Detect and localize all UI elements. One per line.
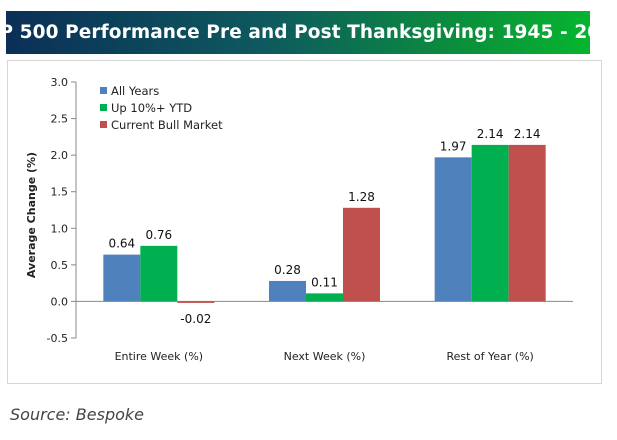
legend-label: Up 10%+ YTD <box>111 101 192 115</box>
legend-label: Current Bull Market <box>111 118 223 132</box>
legend-label: All Years <box>111 84 159 98</box>
y-tick-label: 1.5 <box>51 186 69 199</box>
bar <box>508 144 546 302</box>
bar <box>269 280 306 302</box>
chart-title: S&P 500 Performance Pre and Post Thanksg… <box>0 22 617 43</box>
x-tick-label: Next Week (%) <box>284 350 366 363</box>
y-tick-label: 3.0 <box>51 76 69 89</box>
bar <box>434 157 472 302</box>
data-label: 0.64 <box>108 237 135 251</box>
data-label: 2.14 <box>514 127 541 141</box>
legend-swatch <box>100 104 107 111</box>
y-tick-label: 0.5 <box>51 259 69 272</box>
chart-frame: -0.5 0.0 0.5 1.0 1.5 2.0 2.5 3.0 Average Change … <box>7 60 602 384</box>
bar <box>343 207 380 302</box>
bar <box>103 254 141 302</box>
y-tick-label: 2.5 <box>51 113 69 126</box>
bar-chart: -0.5 0.0 0.5 1.0 1.5 2.0 2.5 3.0 Average Change … <box>25 76 573 363</box>
data-label: 0.11 <box>311 275 338 289</box>
y-tick-label: 0.0 <box>51 295 69 308</box>
bar <box>177 301 215 303</box>
legend-swatch <box>100 121 107 128</box>
data-label: 1.97 <box>440 139 467 153</box>
data-label: 1.28 <box>348 190 375 204</box>
bar <box>471 144 509 302</box>
y-tick-label: -0.5 <box>47 332 68 345</box>
y-tick-label: 2.0 <box>51 149 69 162</box>
bar <box>140 245 178 302</box>
y-axis-title: Average Change (%) <box>25 152 38 278</box>
bar <box>306 293 343 302</box>
data-label: 0.76 <box>145 228 172 242</box>
data-label: -0.02 <box>180 312 211 326</box>
x-tick-label: Rest of Year (%) <box>446 350 533 363</box>
legend-swatch <box>100 87 107 94</box>
data-label: 0.28 <box>274 263 301 277</box>
data-label: 2.14 <box>477 127 504 141</box>
y-tick-label: 1.0 <box>51 222 69 235</box>
title-banner: S&P 500 Performance Pre and Post Thanksg… <box>0 11 617 54</box>
source-note: Source: Bespoke <box>10 405 144 424</box>
x-tick-label: Entire Week (%) <box>115 350 204 363</box>
